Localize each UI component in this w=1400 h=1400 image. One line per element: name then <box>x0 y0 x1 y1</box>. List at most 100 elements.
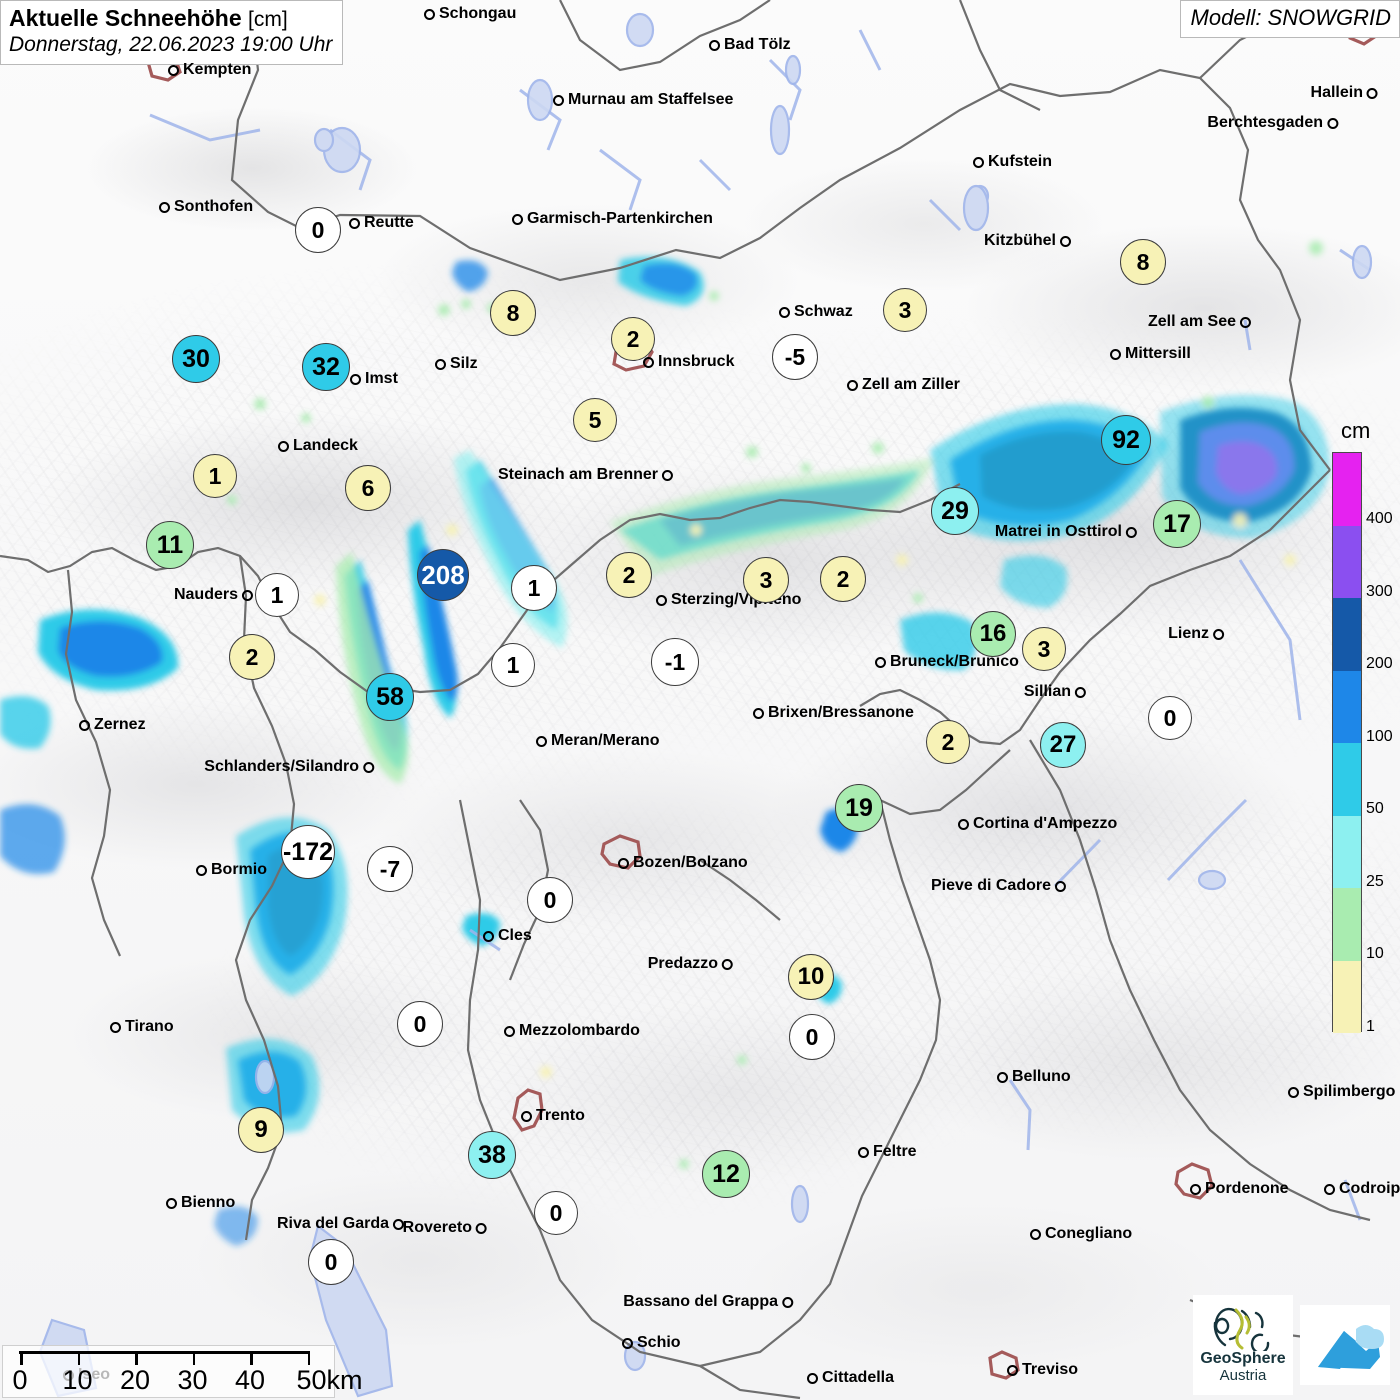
city-dot-icon <box>79 719 90 731</box>
station-value-bubble[interactable]: 38 <box>468 1131 516 1179</box>
station-value-bubble[interactable]: 17 <box>1153 500 1201 548</box>
station-value-bubble[interactable]: 3 <box>883 288 927 332</box>
city-label: Landeck <box>293 437 358 454</box>
station-value-bubble[interactable]: 3 <box>1022 627 1066 671</box>
city-dot-icon <box>483 930 494 942</box>
station-value-bubble[interactable]: 0 <box>534 1191 578 1235</box>
city-dot-icon <box>618 857 629 869</box>
city-marker: Lienz <box>1168 625 1224 643</box>
city-dot-icon <box>807 1372 818 1384</box>
station-value-bubble[interactable]: 19 <box>835 784 883 832</box>
city-dot-icon <box>393 1218 404 1230</box>
city-dot-icon <box>858 1146 869 1158</box>
station-value-bubble[interactable]: 208 <box>417 549 469 601</box>
scale-bar-tick <box>20 1351 23 1365</box>
city-label: Murnau am Staffelsee <box>568 91 734 108</box>
scale-bar-labels: 0 10 20 30 40 50km <box>11 1365 362 1395</box>
city-label: Zernez <box>94 716 146 733</box>
city-label: Bad Tölz <box>724 36 791 53</box>
station-value-bubble[interactable]: 0 <box>1148 696 1192 740</box>
station-value-bubble[interactable]: 6 <box>345 465 391 511</box>
city-label: Spilimbergo <box>1303 1083 1396 1100</box>
station-value-bubble[interactable]: 1 <box>491 643 535 687</box>
title-box: Aktuelle Schneehöhe [cm] Donnerstag, 22.… <box>0 0 344 65</box>
city-dot-icon <box>1213 628 1224 640</box>
station-value-bubble[interactable]: 12 <box>702 1150 750 1198</box>
city-label: Codroipo <box>1339 1180 1400 1197</box>
city-marker: Pieve di Cadore <box>931 877 1066 895</box>
station-value-bubble[interactable]: 3 <box>743 557 789 603</box>
city-label: Cittadella <box>822 1369 895 1386</box>
scale-bar-tick <box>307 1351 311 1365</box>
station-value-bubble[interactable]: -172 <box>281 825 335 879</box>
city-dot-icon <box>782 1296 793 1308</box>
city-label: Nauders <box>173 586 238 603</box>
station-value-bubble[interactable]: 2 <box>611 317 655 361</box>
city-label: Belluno <box>1012 1068 1071 1085</box>
station-value-bubble[interactable]: 0 <box>308 1239 354 1285</box>
color-legend <box>1332 452 1362 1033</box>
station-value-bubble[interactable]: -1 <box>651 638 699 686</box>
station-value-bubble[interactable]: -5 <box>772 334 818 380</box>
city-label: Schongau <box>439 5 517 22</box>
city-marker: Murnau am Staffelsee <box>553 91 733 109</box>
station-value-bubble[interactable]: 10 <box>788 954 834 1000</box>
station-value-bubble[interactable]: 92 <box>1101 415 1151 465</box>
station-value-bubble[interactable]: 0 <box>397 1001 443 1047</box>
city-marker: Bozen/Bolzano <box>618 854 748 872</box>
city-dot-icon <box>643 356 654 368</box>
station-value-bubble[interactable]: 32 <box>302 343 350 391</box>
legend-color-band <box>1333 960 1361 1033</box>
city-dot-icon <box>1324 1183 1335 1195</box>
station-value-bubble[interactable]: 2 <box>606 552 652 598</box>
scale-bar-label: 50km <box>296 1365 363 1395</box>
station-value-bubble[interactable]: 27 <box>1040 722 1086 768</box>
city-dot-icon <box>1030 1228 1041 1240</box>
city-label: Lienz <box>1168 625 1209 642</box>
city-label: Silz <box>450 355 478 372</box>
city-marker: Bassano del Grappa <box>623 1293 793 1311</box>
city-dot-icon <box>1075 686 1086 698</box>
city-label: Pordenone <box>1205 1180 1289 1197</box>
city-label: Schwaz <box>794 303 853 320</box>
station-value-bubble[interactable]: 1 <box>193 454 237 498</box>
station-value-bubble[interactable]: 11 <box>146 521 194 569</box>
city-marker: Trento <box>521 1107 585 1125</box>
station-value-bubble[interactable]: 1 <box>511 565 557 611</box>
city-label: Zell am See <box>1147 313 1236 330</box>
city-label: Coneglianо <box>1045 1225 1133 1242</box>
city-label: Berchtesgaden <box>1207 114 1323 131</box>
city-label: Treviso <box>1022 1361 1079 1378</box>
station-value-bubble[interactable]: -7 <box>367 846 413 892</box>
city-label: Tirano <box>125 1018 174 1035</box>
city-marker: Schongau <box>424 5 516 23</box>
city-marker: Codroipo <box>1324 1180 1400 1198</box>
model-box: Modell: SNOWGRID <box>1179 0 1400 38</box>
station-value-bubble[interactable]: 58 <box>366 673 414 721</box>
city-dot-icon <box>662 469 673 481</box>
station-value-bubble[interactable]: 9 <box>238 1107 284 1153</box>
city-dot-icon <box>196 864 207 876</box>
legend-color-band <box>1333 525 1361 598</box>
station-value-bubble[interactable]: 2 <box>926 720 970 764</box>
city-marker: Cittadella <box>807 1369 894 1387</box>
city-label: Cortina d'Ampezzo <box>973 815 1118 832</box>
station-value-bubble[interactable]: 0 <box>527 877 573 923</box>
station-value-bubble[interactable]: 2 <box>229 634 275 680</box>
scale-bar-tick <box>192 1351 196 1365</box>
station-value-bubble[interactable]: 1 <box>255 573 299 617</box>
city-dot-icon <box>476 1222 487 1234</box>
station-value-bubble[interactable]: 29 <box>931 487 979 535</box>
station-value-bubble[interactable]: 8 <box>1120 239 1166 285</box>
station-value-bubble[interactable]: 5 <box>573 398 617 442</box>
geosphere-sub: Austria <box>1219 1367 1267 1384</box>
scale-bar: 0 10 20 30 40 50km <box>2 1345 363 1398</box>
station-value-bubble[interactable]: 8 <box>490 290 536 336</box>
station-value-bubble[interactable]: 2 <box>820 556 866 602</box>
station-value-bubble[interactable]: 30 <box>172 335 220 383</box>
city-dot-icon <box>1126 526 1137 538</box>
station-value-bubble[interactable]: 16 <box>970 611 1016 657</box>
station-value-bubble[interactable]: 0 <box>789 1014 835 1060</box>
city-marker: Meran/Merano <box>536 732 659 750</box>
station-value-bubble[interactable]: 0 <box>295 207 341 253</box>
